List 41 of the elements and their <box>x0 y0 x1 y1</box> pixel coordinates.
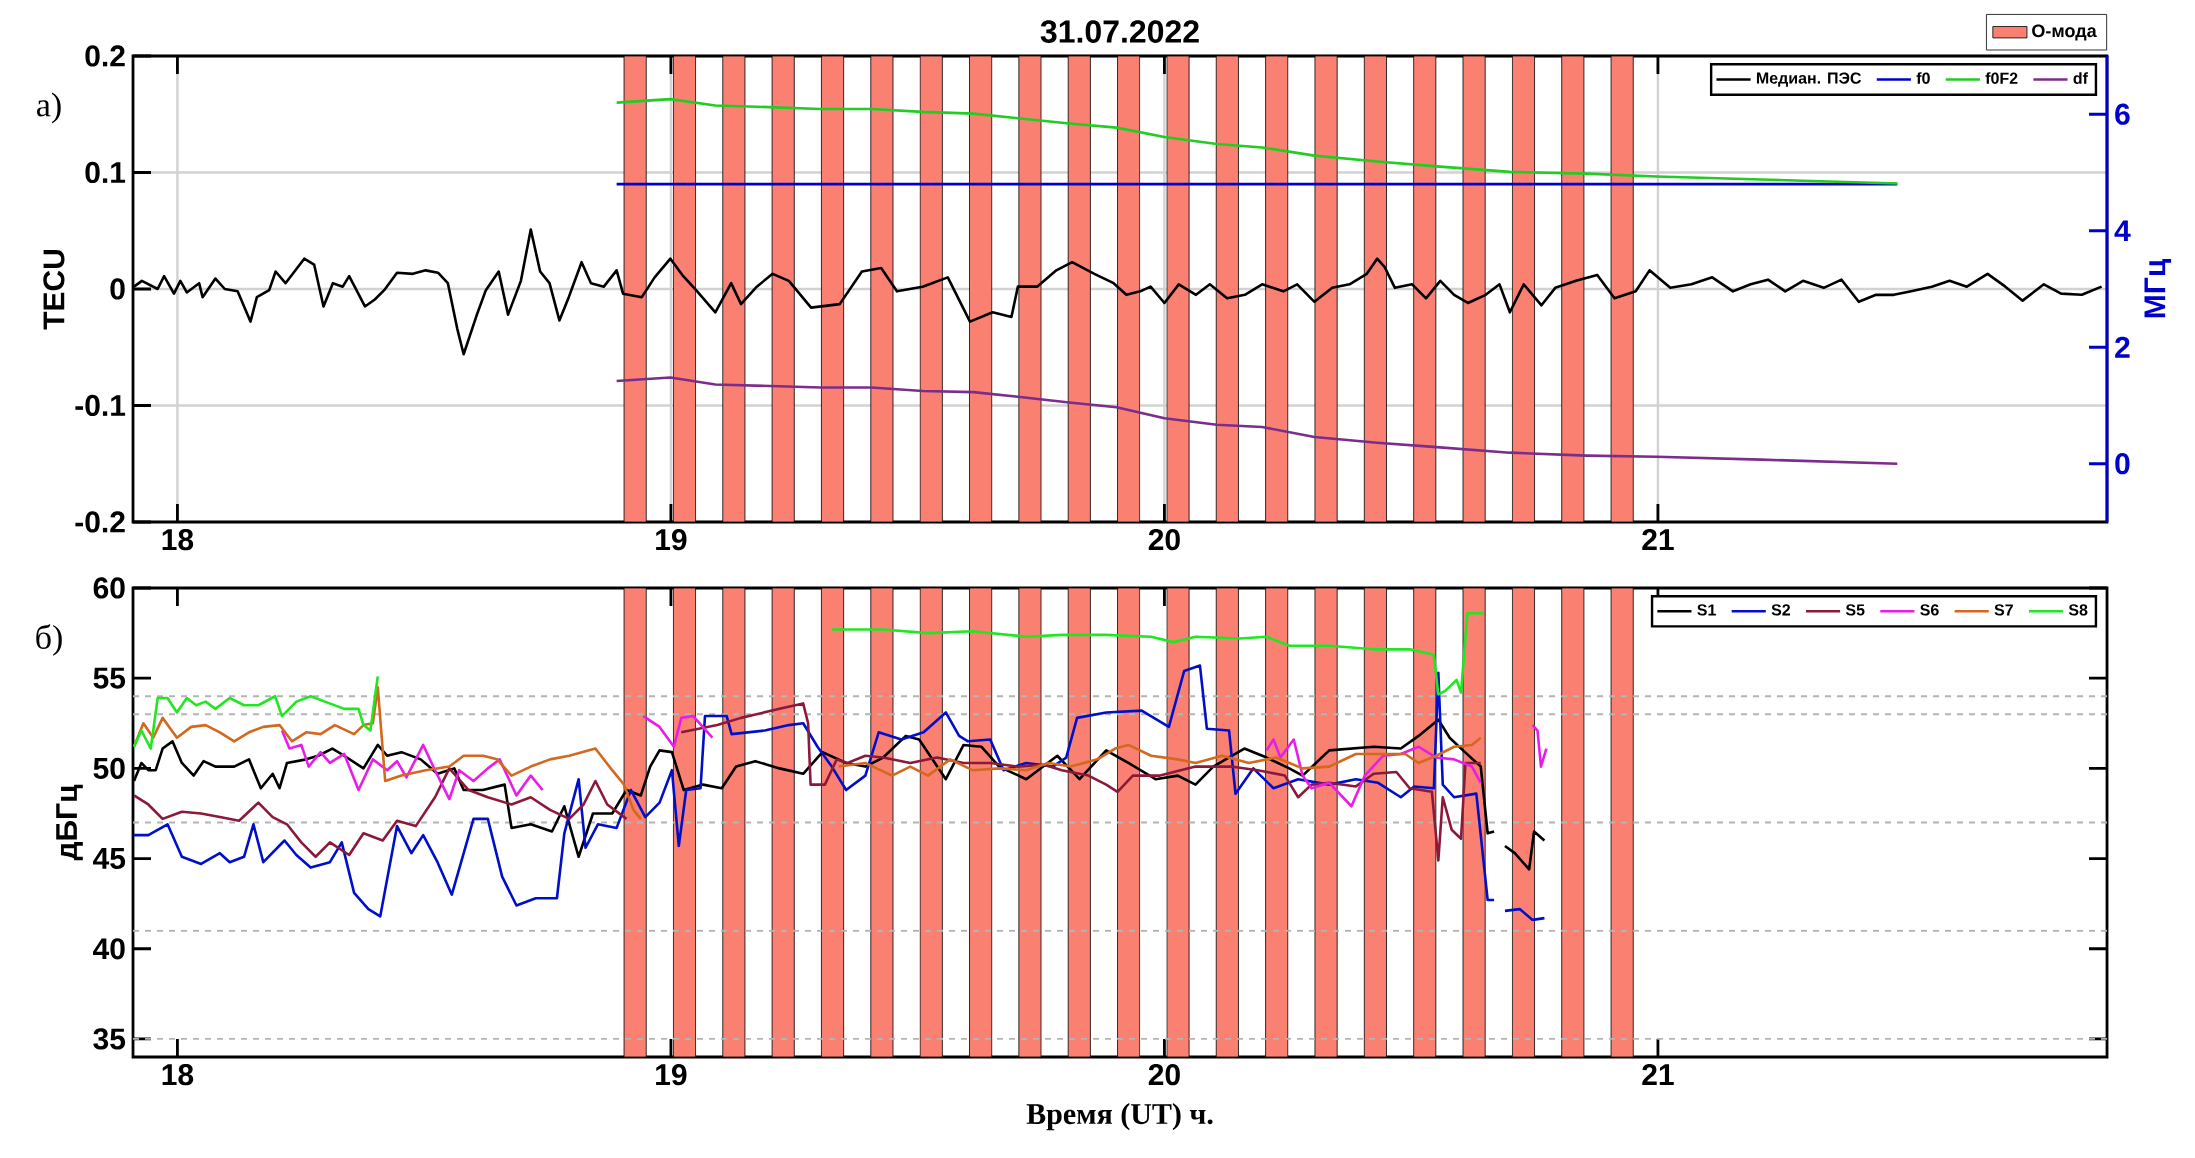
x-tick-label: 20 <box>1148 1064 1180 1086</box>
y2-tick-label: 6 <box>2115 103 2130 125</box>
y-tick-label: 60 <box>93 577 125 599</box>
y-tick-label: 0.2 <box>85 45 125 67</box>
x-tick-label: 20 <box>1148 529 1180 551</box>
legend-label: f0 <box>1916 72 1930 84</box>
x-tick-label: 18 <box>162 1064 194 1086</box>
y-tick-label: 0.1 <box>85 161 126 184</box>
legend-label: f0F2 <box>1985 72 2018 84</box>
legend-label: S8 <box>2068 604 2088 616</box>
y2-axis-title: МГц <box>2144 259 2172 318</box>
y-axis-title: дБГц <box>56 784 83 861</box>
y-tick-label: 35 <box>93 1028 126 1050</box>
y2-tick-label: 2 <box>2115 336 2130 358</box>
y-tick-label: 40 <box>93 938 125 960</box>
x-tick-label: 21 <box>1642 529 1674 551</box>
x-tick-label: 19 <box>656 1064 687 1086</box>
legend-label: df <box>2073 72 2088 84</box>
legend-label: S7 <box>1994 604 2013 616</box>
y-tick-label: -0.2 <box>75 511 125 533</box>
y-tick-label: 0 <box>110 278 125 300</box>
y-tick-label: 45 <box>93 848 126 870</box>
legend-label: S1 <box>1697 604 1716 616</box>
x-tick-label: 18 <box>162 529 194 551</box>
legend-label: S5 <box>1845 604 1865 616</box>
text: б) <box>36 624 62 656</box>
y2-tick-label: 0 <box>2115 453 2130 475</box>
x-tick-label: 21 <box>1642 1064 1674 1086</box>
y-tick-label: 55 <box>93 667 126 689</box>
legend-label: Медиан. ПЭС <box>1756 72 1862 87</box>
y-axis-title: TECU <box>43 250 65 330</box>
y-tick-label: -0.1 <box>75 394 126 417</box>
y-tick-label: 50 <box>93 757 125 779</box>
x-axis-title: Время (UT) ч. <box>1026 1103 1213 1131</box>
legend-label: S6 <box>1920 604 1939 616</box>
y2-tick-label: 4 <box>2114 220 2131 242</box>
legend-label: S2 <box>1771 604 1791 616</box>
x-tick-label: 19 <box>656 529 687 551</box>
text: а) <box>36 92 61 124</box>
legend-label: О-мода <box>2032 24 2097 41</box>
chart-title: 31.07.2022 <box>1040 20 1199 43</box>
